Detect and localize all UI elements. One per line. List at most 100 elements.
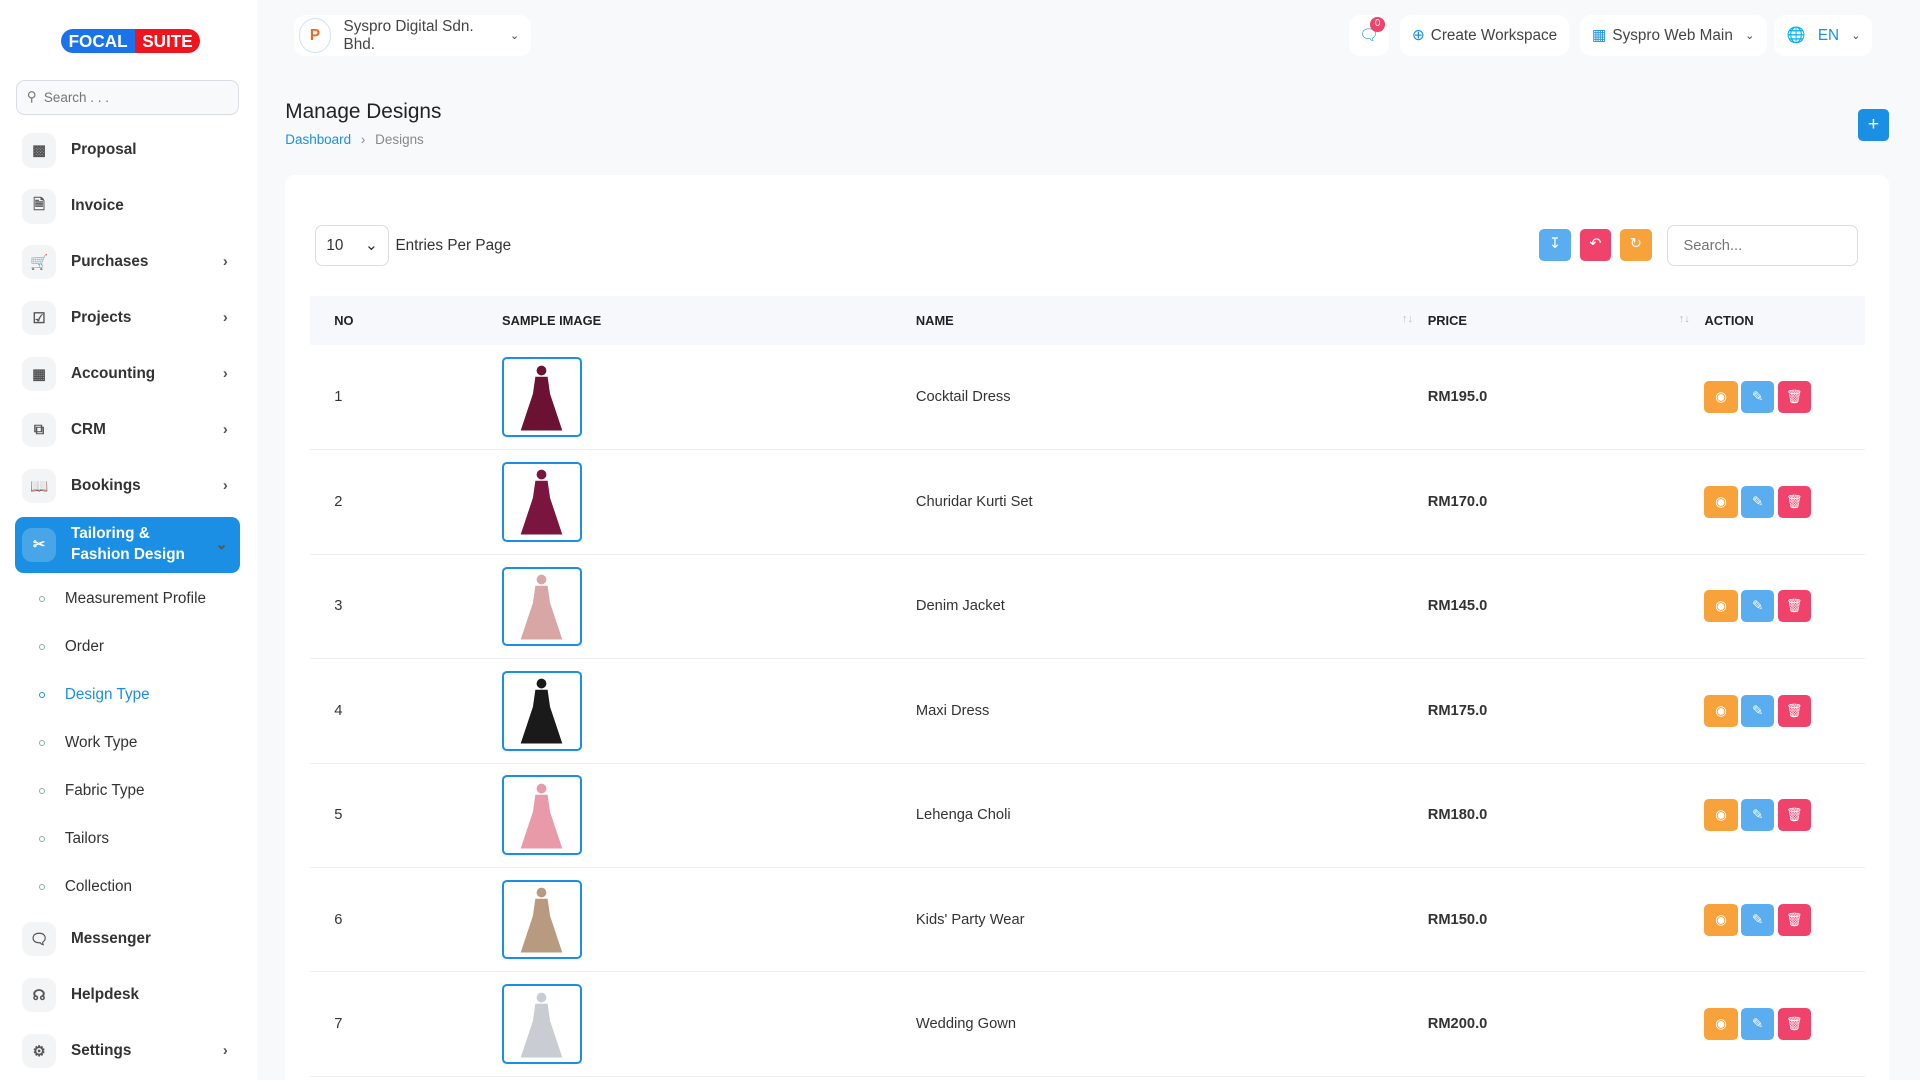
table-search-input[interactable] bbox=[1666, 225, 1858, 266]
sidebar-subitem[interactable]: Fabric Type bbox=[15, 767, 240, 815]
delete-button[interactable]: 🗑 bbox=[1777, 903, 1811, 936]
bullet-icon bbox=[39, 740, 46, 747]
sidebar-item-tailoring[interactable]: ✂ Tailoring & Fashion Design ⌄ bbox=[14, 516, 240, 573]
delete-button[interactable]: 🗑 bbox=[1777, 799, 1811, 832]
bullet-icon bbox=[39, 836, 46, 843]
table-row: 4 Maxi Dress RM175.0 ◉ ✎ 🗑 bbox=[309, 658, 1865, 764]
breadcrumb-dashboard[interactable]: Dashboard bbox=[285, 132, 352, 148]
refresh-button[interactable]: ↻ bbox=[1620, 228, 1652, 261]
bullet-icon bbox=[39, 692, 46, 699]
view-button[interactable]: ◉ bbox=[1704, 590, 1738, 623]
sample-image[interactable] bbox=[502, 671, 582, 751]
gear-icon: ⚙ bbox=[22, 1034, 57, 1069]
messages-button[interactable]: 🗨 0 bbox=[1349, 14, 1389, 57]
sidebar-subitem[interactable]: Order bbox=[15, 623, 240, 671]
edit-button[interactable]: ✎ bbox=[1741, 694, 1775, 727]
sidebar-item-settings[interactable]: ⚙ Settings › bbox=[15, 1023, 240, 1079]
header-price[interactable]: PRICE ↑↓ bbox=[1427, 296, 1705, 346]
pencil-icon: ✎ bbox=[1752, 1016, 1764, 1032]
edit-button[interactable]: ✎ bbox=[1741, 590, 1775, 623]
sample-image[interactable] bbox=[502, 984, 582, 1064]
company-selector[interactable]: P Syspro Digital Sdn. Bhd. ⌄ bbox=[293, 14, 532, 57]
eye-icon: ◉ bbox=[1715, 493, 1727, 509]
view-button[interactable]: ◉ bbox=[1704, 381, 1738, 414]
chevron-right-icon: › bbox=[222, 310, 228, 327]
create-workspace-button[interactable]: ⊕ Create Workspace bbox=[1399, 14, 1570, 57]
sample-image[interactable] bbox=[502, 462, 582, 542]
sample-image[interactable] bbox=[502, 775, 582, 856]
sidebar-item-proposal[interactable]: ▩ Proposal bbox=[15, 122, 240, 178]
sample-image[interactable] bbox=[502, 566, 582, 647]
sort-icon: ↑↓ bbox=[1678, 313, 1690, 326]
delete-button[interactable]: 🗑 bbox=[1777, 1008, 1811, 1041]
workspace-selector[interactable]: ▦ Syspro Web Main ⌄ bbox=[1579, 14, 1767, 57]
eye-icon: ◉ bbox=[1715, 1016, 1727, 1032]
view-button[interactable]: ◉ bbox=[1704, 799, 1738, 832]
sidebar-item-bookings[interactable]: 📖 Bookings › bbox=[15, 458, 240, 514]
add-design-button[interactable]: + bbox=[1857, 108, 1890, 141]
delete-button[interactable]: 🗑 bbox=[1777, 590, 1811, 623]
sidebar-item-helpdesk[interactable]: ☊ Helpdesk bbox=[15, 967, 240, 1023]
workspace-icon: ▦ bbox=[1591, 27, 1607, 44]
delete-button[interactable]: 🗑 bbox=[1777, 694, 1811, 727]
focal-suite-logo[interactable]: FOCAL SUITE bbox=[61, 29, 201, 53]
eye-icon: ◉ bbox=[1715, 702, 1727, 718]
chevron-down-icon: ⌄ bbox=[364, 237, 378, 254]
chevron-right-icon: › bbox=[360, 132, 366, 148]
eye-icon: ◉ bbox=[1715, 807, 1727, 823]
edit-button[interactable]: ✎ bbox=[1741, 799, 1775, 832]
view-button[interactable]: ◉ bbox=[1704, 694, 1738, 727]
scissors-icon: ✂ bbox=[22, 527, 57, 562]
message-icon: 🗨 bbox=[22, 922, 57, 957]
designs-card: 10⌄Entries Per Page ↧ ↶ ↻ NO SAMPLE IMAG… bbox=[285, 175, 1890, 1080]
notification-badge: 0 bbox=[1370, 17, 1385, 32]
delete-button[interactable]: 🗑 bbox=[1777, 381, 1811, 414]
page-title: Manage Designs bbox=[285, 100, 442, 124]
sidebar-subitem[interactable]: Tailors bbox=[15, 815, 240, 863]
sidebar-subitem[interactable]: Measurement Profile bbox=[15, 575, 240, 623]
table-row: 5 Lehenga Choli RM180.0 ◉ ✎ 🗑 bbox=[309, 763, 1865, 868]
trash-icon: 🗑 bbox=[1785, 389, 1803, 405]
view-button[interactable]: ◉ bbox=[1704, 486, 1738, 518]
sidebar-subitem[interactable]: Work Type bbox=[15, 719, 240, 767]
sidebar-subitem[interactable]: Design Type bbox=[15, 671, 240, 719]
edit-button[interactable]: ✎ bbox=[1741, 903, 1775, 936]
reset-button[interactable]: ↶ bbox=[1579, 228, 1612, 261]
header-action: ACTION bbox=[1704, 296, 1865, 346]
sidebar-item-crm[interactable]: ⧉ CRM › bbox=[15, 402, 240, 458]
trash-icon: 🗑 bbox=[1785, 702, 1803, 718]
edit-button[interactable]: ✎ bbox=[1741, 1008, 1775, 1041]
sidebar-item-purchases[interactable]: 🛒 Purchases › bbox=[15, 234, 240, 290]
sidebar-item-accounting[interactable]: ▦ Accounting › bbox=[15, 346, 240, 402]
bullet-icon bbox=[39, 788, 46, 795]
sample-image[interactable] bbox=[502, 879, 582, 960]
header-name[interactable]: NAME ↑↓ bbox=[915, 296, 1428, 346]
book-icon: 📖 bbox=[22, 468, 57, 504]
sort-icon: ↑↓ bbox=[1402, 313, 1414, 326]
header-no: NO bbox=[309, 296, 503, 346]
view-button[interactable]: ◉ bbox=[1704, 903, 1738, 936]
sample-image[interactable] bbox=[502, 357, 582, 438]
chevron-right-icon: › bbox=[222, 1043, 228, 1060]
sidebar-item-messenger[interactable]: 🗨 Messenger bbox=[15, 911, 240, 967]
sidebar-search-input[interactable] bbox=[43, 89, 216, 105]
bullet-icon bbox=[39, 596, 46, 603]
table-row: 7 Wedding Gown RM200.0 ◉ ✎ 🗑 bbox=[309, 971, 1865, 1077]
company-logo-icon: P bbox=[298, 18, 332, 53]
pencil-icon: ✎ bbox=[1752, 598, 1764, 614]
sidebar-item-invoice[interactable]: 🗎 Invoice bbox=[15, 178, 240, 234]
download-button[interactable]: ↧ bbox=[1539, 228, 1571, 261]
trash-icon: 🗑 bbox=[1785, 493, 1803, 509]
edit-button[interactable]: ✎ bbox=[1741, 486, 1775, 518]
pencil-icon: ✎ bbox=[1752, 389, 1764, 405]
sidebar-subitem[interactable]: Collection bbox=[15, 863, 240, 911]
edit-button[interactable]: ✎ bbox=[1741, 381, 1775, 414]
view-button[interactable]: ◉ bbox=[1704, 1008, 1738, 1041]
language-selector[interactable]: 🌐 EN ⌄ bbox=[1774, 14, 1873, 57]
download-icon: ↧ bbox=[1548, 235, 1562, 252]
designs-table: NO SAMPLE IMAGE NAME ↑↓ PRICE ↑↓ ACTION 1 … bbox=[309, 296, 1865, 1077]
entries-select[interactable]: 10 ⌄ bbox=[314, 225, 390, 266]
sidebar-item-projects[interactable]: ☑ Projects › bbox=[15, 290, 240, 346]
delete-button[interactable]: 🗑 bbox=[1777, 486, 1811, 518]
